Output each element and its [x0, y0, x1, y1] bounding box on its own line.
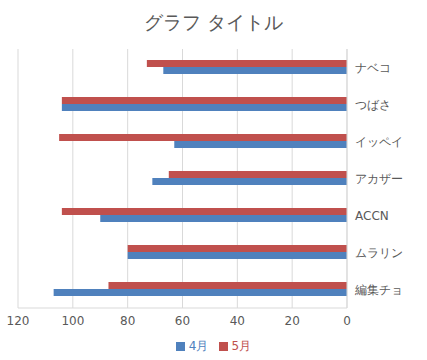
svg-text:ムラリン: ムラリン: [355, 246, 403, 260]
svg-text:ナベコ: ナベコ: [355, 61, 391, 75]
svg-text:イッペイ: イッペイ: [355, 135, 403, 149]
svg-text:つばさ: つばさ: [355, 98, 391, 112]
svg-text:アカザー: アカザー: [355, 172, 403, 186]
svg-text:ACCN: ACCN: [355, 209, 389, 223]
svg-text:20: 20: [285, 314, 300, 328]
svg-text:120: 120: [8, 314, 29, 328]
svg-text:80: 80: [120, 314, 135, 328]
svg-text:60: 60: [175, 314, 190, 328]
svg-text:100: 100: [61, 314, 84, 328]
html-text:4月: 4月: [188, 339, 209, 353]
html-text:5月: 5月: [231, 339, 252, 353]
html-text:グラフ タイトル: グラフ タイトル: [144, 11, 283, 33]
svg-text:40: 40: [230, 314, 245, 328]
svg-text:0: 0: [343, 314, 351, 328]
svg-text:編集チョ: 編集チョ: [354, 283, 403, 297]
